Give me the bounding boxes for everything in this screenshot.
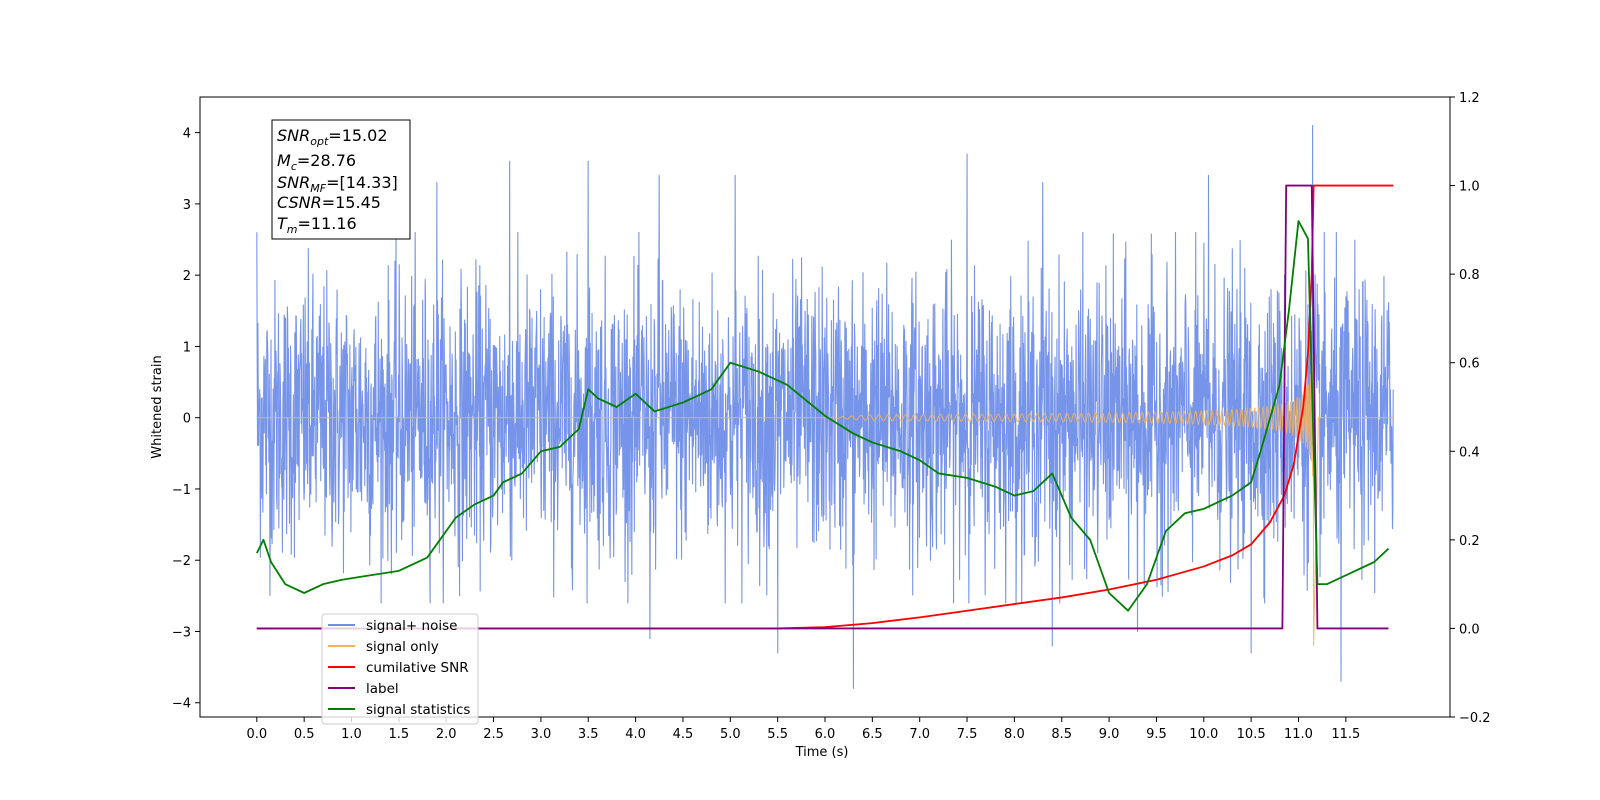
x-tick-label: 3.5 xyxy=(578,727,599,742)
x-tick-label: 4.0 xyxy=(625,727,646,742)
y-tick-label: 1 xyxy=(183,340,191,355)
x-axis: 0.0 0.5 1.0 1.5 2.0 2.5 3.0 3.5 4.0 4.5 5.0 5.5 6.0 6… xyxy=(246,717,1360,742)
x-tick-label: 0.5 xyxy=(294,727,315,742)
x-tick-label: 11.5 xyxy=(1331,727,1360,742)
x-tick-label: 10.0 xyxy=(1189,727,1218,742)
series-line xyxy=(256,220,1390,612)
y2-tick-label: 0.8 xyxy=(1459,268,1480,283)
legend-frame xyxy=(321,613,479,725)
annotation-line: SNRopt=15.02 xyxy=(277,126,388,148)
y2-tick-label: 0.2 xyxy=(1459,534,1480,549)
x-tick-label: 10.5 xyxy=(1237,727,1266,742)
annotation-line: Tm=11.16 xyxy=(277,214,357,236)
annotation-line: SNRMF=[14.33] xyxy=(277,173,398,195)
series-layer xyxy=(256,124,1394,690)
x-tick-label: 4.5 xyxy=(673,727,694,742)
x-tick-label: 5.0 xyxy=(720,727,741,742)
series-line xyxy=(256,124,1394,690)
annotation-line: CSNR=15.45 xyxy=(277,193,381,212)
y2-tick-label: 1.0 xyxy=(1459,180,1480,195)
x-tick-label: 6.5 xyxy=(862,727,883,742)
x-tick-label: 7.0 xyxy=(909,727,930,742)
legend-item: signal+ noise xyxy=(366,618,457,634)
y2-tick-label: 0.0 xyxy=(1459,622,1480,637)
y-tick-label: −4 xyxy=(172,697,191,712)
y-tick-label: −2 xyxy=(172,554,191,569)
x-tick-label: 3.0 xyxy=(531,727,552,742)
x-tick-label: 0.0 xyxy=(246,727,267,742)
x-tick-label: 1.0 xyxy=(341,727,362,742)
y-tick-label: −1 xyxy=(172,483,191,498)
x-tick-label: 7.5 xyxy=(957,727,978,742)
legend-item: signal statistics xyxy=(366,702,470,718)
x-tick-label: 9.5 xyxy=(1146,727,1167,742)
x-tick-label: 8.5 xyxy=(1051,727,1072,742)
legend-item: signal only xyxy=(366,639,439,655)
x-tick-label: 2.5 xyxy=(483,727,504,742)
y2-tick-label: 0.6 xyxy=(1459,357,1480,372)
y-tick-label: 0 xyxy=(183,412,191,427)
y-axis-label: Whitened strain xyxy=(150,355,165,458)
y-tick-label: 3 xyxy=(183,198,191,213)
y2-tick-label: −0.2 xyxy=(1459,711,1491,726)
x-tick-label: 9.0 xyxy=(1099,727,1120,742)
series-line xyxy=(256,354,1394,647)
y2-tick-label: 1.2 xyxy=(1459,91,1480,106)
x-tick-label: 11.0 xyxy=(1284,727,1313,742)
y2-tick-label: 0.4 xyxy=(1459,445,1480,460)
y-tick-label: −3 xyxy=(172,625,191,640)
series-line xyxy=(256,184,1389,630)
annotation-box: SNRopt=15.02 Mc=28.76 SNRMF=[14.33] CSNR… xyxy=(271,119,411,240)
x-tick-label: 2.0 xyxy=(436,727,457,742)
series-line xyxy=(256,184,1394,630)
x-tick-label: 5.5 xyxy=(767,727,788,742)
y-axis-right: 1.2 1.0 0.8 0.6 0.4 0.2 0.0 −0.2 xyxy=(1450,91,1491,726)
y-axis-left: 4 3 2 1 0 −1 −2 −3 −4 xyxy=(172,127,200,712)
legend-item: cumilative SNR xyxy=(366,660,469,676)
y-tick-label: 4 xyxy=(183,127,191,142)
x-tick-label: 1.5 xyxy=(389,727,410,742)
x-tick-label: 8.0 xyxy=(1004,727,1025,742)
x-axis-label: Time (s) xyxy=(795,745,849,760)
legend-item: label xyxy=(366,681,399,697)
legend: signal+ noise signal only cumilative SNR… xyxy=(321,613,479,725)
y-tick-label: 2 xyxy=(183,269,191,284)
x-tick-label: 6.0 xyxy=(815,727,836,742)
annotation-line: Mc=28.76 xyxy=(277,151,356,173)
